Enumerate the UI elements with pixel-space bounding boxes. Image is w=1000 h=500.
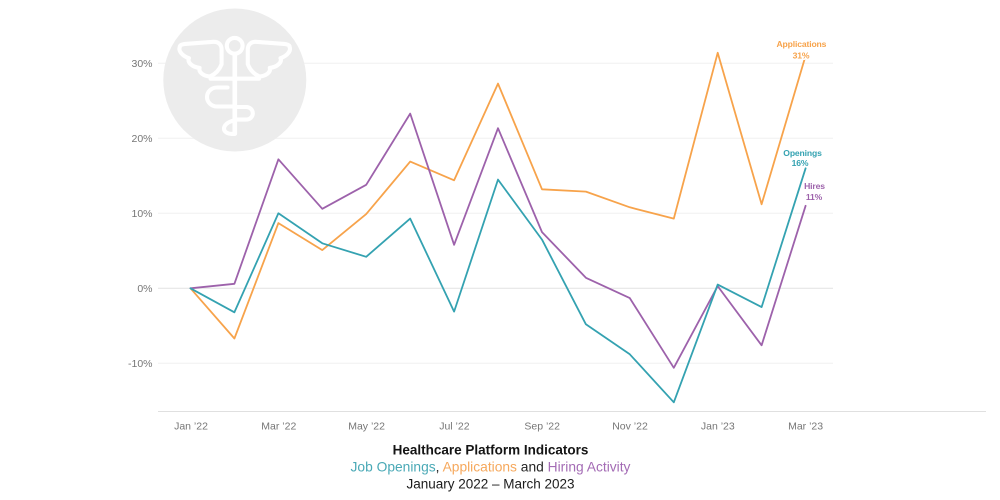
svg-text:Jan ’23: Jan ’23 xyxy=(701,421,735,433)
svg-text:Jul ’22: Jul ’22 xyxy=(439,421,470,433)
svg-text:0%: 0% xyxy=(137,283,152,295)
svg-text:Healthcare Platform Indicators: Healthcare Platform Indicators xyxy=(393,443,589,458)
svg-text:11%: 11% xyxy=(806,192,823,202)
svg-text:Nov ’22: Nov ’22 xyxy=(612,421,648,433)
svg-text:January 2022 – March 2023: January 2022 – March 2023 xyxy=(406,477,574,492)
svg-text:Mar ’22: Mar ’22 xyxy=(261,421,296,433)
svg-text:31%: 31% xyxy=(793,51,810,61)
svg-text:Jan ’22: Jan ’22 xyxy=(174,421,208,433)
svg-text:16%: 16% xyxy=(792,158,809,168)
svg-text:May ’22: May ’22 xyxy=(348,421,385,433)
svg-text:30%: 30% xyxy=(131,58,152,70)
svg-text:10%: 10% xyxy=(131,208,152,220)
svg-text:Mar ’23: Mar ’23 xyxy=(788,421,823,433)
svg-text:-10%: -10% xyxy=(128,358,153,370)
svg-text:20%: 20% xyxy=(131,133,152,145)
svg-text:Hires: Hires xyxy=(804,181,825,191)
svg-text:Sep ’22: Sep ’22 xyxy=(524,421,560,433)
svg-text:Job Openings, Applications and: Job Openings, Applications and Hiring Ac… xyxy=(351,460,631,475)
svg-text:Openings: Openings xyxy=(783,148,822,158)
svg-text:Applications: Applications xyxy=(777,39,827,49)
